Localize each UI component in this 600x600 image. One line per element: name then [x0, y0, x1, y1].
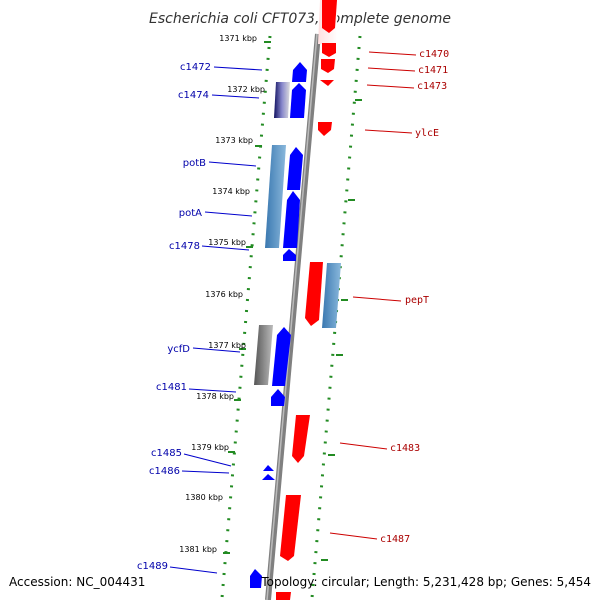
gene-c1470-a[interactable] [322, 0, 337, 33]
gene-c1481[interactable] [271, 389, 285, 406]
gene-c1489[interactable] [250, 569, 262, 588]
reverse-strand-genes [276, 0, 341, 600]
kbp-label-1379: 1379 kbp [191, 443, 229, 452]
kbp-label-1378: 1378 kbp [196, 392, 234, 401]
gene-potB[interactable] [287, 147, 303, 190]
gene-label-c1474[interactable]: c1474 [178, 90, 209, 101]
gene-ycfD-shaded[interactable] [254, 325, 273, 385]
gene-label-c1486[interactable]: c1486 [149, 466, 180, 477]
gene-label-ycfD[interactable]: ycfD [167, 344, 190, 355]
kbp-label-1371: 1371 kbp [219, 34, 257, 43]
gene-c1474[interactable] [290, 83, 306, 118]
map-title: Escherichia coli CFT073, complete genome [149, 11, 451, 27]
kbp-label-1374: 1374 kbp [212, 187, 250, 196]
kbp-label-1377: 1377 kbp [208, 341, 246, 350]
gene-label-c1489[interactable]: c1489 [137, 561, 168, 572]
gene-label-potB[interactable]: potB [183, 158, 206, 169]
gene-label-ylcE[interactable]: ylcE [415, 128, 439, 139]
gene-label-c1487[interactable]: c1487 [380, 534, 410, 545]
gene-c1485[interactable] [263, 465, 274, 471]
kbp-label-1375: 1375 kbp [208, 238, 246, 247]
kbp-label-1381: 1381 kbp [179, 545, 217, 554]
gene-bottom[interactable] [276, 592, 291, 600]
gene-label-c1473[interactable]: c1473 [417, 81, 447, 92]
right-kbp-ticks [321, 99, 362, 561]
gene-pepT[interactable] [305, 262, 323, 326]
genome-axis [265, 33, 321, 600]
kbp-label-1380: 1380 kbp [185, 493, 223, 502]
gene-c1474-shaded[interactable] [274, 82, 290, 118]
gene-label-c1481[interactable]: c1481 [156, 382, 187, 393]
gene-label-c1478[interactable]: c1478 [169, 241, 200, 252]
kbp-label-1376: 1376 kbp [205, 290, 243, 299]
left-callout-lines [169, 66, 263, 574]
gene-c1487[interactable] [280, 495, 301, 561]
gene-c1478[interactable] [283, 249, 296, 261]
gene-pepT-shaded[interactable] [322, 263, 341, 328]
gene-label-c1472[interactable]: c1472 [180, 62, 211, 73]
gene-c1470[interactable] [322, 43, 336, 57]
gene-ylcE[interactable] [318, 122, 332, 136]
gene-label-potA[interactable]: potA [179, 208, 202, 219]
kbp-label-1372: 1372 kbp [227, 85, 265, 94]
genome-axis-highlight [266, 33, 318, 600]
gene-c1471[interactable] [321, 59, 335, 73]
gene-label-c1483[interactable]: c1483 [390, 443, 420, 454]
gene-ycfD[interactable] [272, 327, 291, 386]
kbp-label-1373: 1373 kbp [215, 136, 253, 145]
gene-c1472[interactable] [292, 62, 307, 82]
topology-summary: Topology: circular; Length: 5,231,428 bp… [260, 575, 591, 589]
left-dotted-guide [220, 35, 272, 599]
gene-c1473[interactable] [320, 80, 334, 86]
gene-potB-shaded[interactable] [265, 145, 286, 248]
forward-strand-genes [250, 62, 307, 588]
gene-label-c1471[interactable]: c1471 [418, 65, 448, 76]
gene-label-c1485[interactable]: c1485 [151, 448, 182, 459]
right-callout-lines [329, 51, 417, 540]
gene-c1483[interactable] [292, 415, 310, 463]
left-kbp-ticks [223, 41, 271, 554]
gene-potA[interactable] [283, 191, 300, 248]
gene-label-c1470[interactable]: c1470 [419, 49, 449, 60]
gene-label-pepT[interactable]: pepT [405, 295, 429, 306]
accession-text: Accession: NC_004431 [9, 575, 145, 589]
gene-c1486[interactable] [262, 474, 275, 480]
